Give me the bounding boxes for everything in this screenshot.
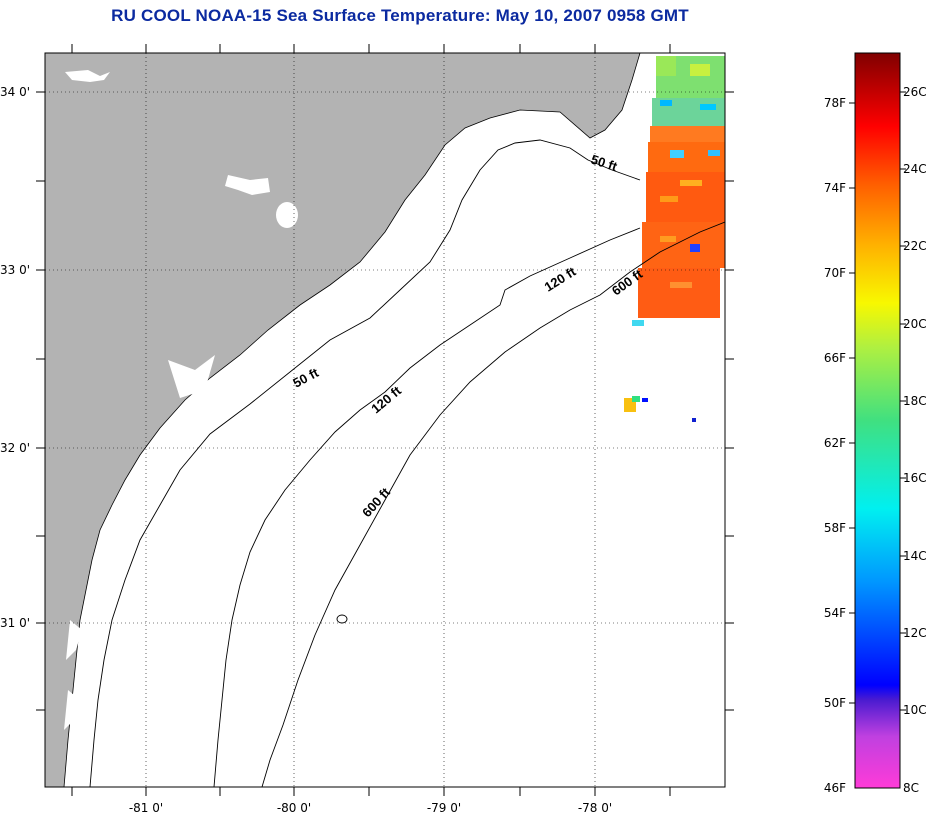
colorbar-label-c: 22C — [903, 239, 927, 253]
latitude-label: 33 0' — [0, 263, 30, 277]
contour-50ft — [89, 139, 641, 787]
cloud-patch — [64, 690, 80, 730]
cloud-patch — [225, 175, 270, 195]
latitude-label: 34 0' — [0, 85, 30, 99]
graticule — [45, 53, 725, 787]
map-frame — [44, 52, 726, 788]
colorbar — [854, 52, 901, 789]
colorbar-label-f: 70F — [824, 266, 846, 280]
colorbar-label-c: 10C — [903, 703, 927, 717]
sst-swath — [624, 56, 725, 422]
colorbar-label-c: 16C — [903, 471, 927, 485]
colorbar-label-f: 74F — [824, 181, 846, 195]
cloud-patch — [66, 620, 82, 660]
colorbar-label-f: 62F — [824, 436, 846, 450]
colorbar-label-f: 50F — [824, 696, 846, 710]
contour-600ft — [261, 221, 725, 787]
colorbar-label-c: 26C — [903, 85, 927, 99]
cloud-patch — [276, 202, 298, 228]
colorbar-label-f: 58F — [824, 521, 846, 535]
axis-ticks — [36, 44, 734, 796]
colorbar-label-c: 14C — [903, 549, 927, 563]
latitude-label: 32 0' — [0, 441, 30, 455]
colorbar-label-c: 8C — [903, 781, 919, 795]
colorbar-ticks — [849, 91, 906, 711]
longitude-label: -78 0' — [578, 801, 612, 815]
cloud-patch — [65, 70, 110, 82]
colorbar-label-f: 54F — [824, 606, 846, 620]
map-title: RU COOL NOAA-15 Sea Surface Temperature:… — [111, 6, 689, 25]
latitude-label: 31 0' — [0, 616, 30, 630]
colorbar-label-c: 24C — [903, 162, 927, 176]
colorbar-label-f: 78F — [824, 96, 846, 110]
colorbar-label-c: 18C — [903, 394, 927, 408]
colorbar-label-c: 12C — [903, 626, 927, 640]
longitude-label: -81 0' — [129, 801, 163, 815]
cloud-patch — [168, 355, 215, 398]
colorbar-label-f: 66F — [824, 351, 846, 365]
longitude-label: -79 0' — [427, 801, 461, 815]
longitude-label: -80 0' — [277, 801, 311, 815]
contour-120ft — [213, 227, 641, 787]
colorbar-label-c: 20C — [903, 317, 927, 331]
colorbar-label-f: 46F — [824, 781, 846, 795]
